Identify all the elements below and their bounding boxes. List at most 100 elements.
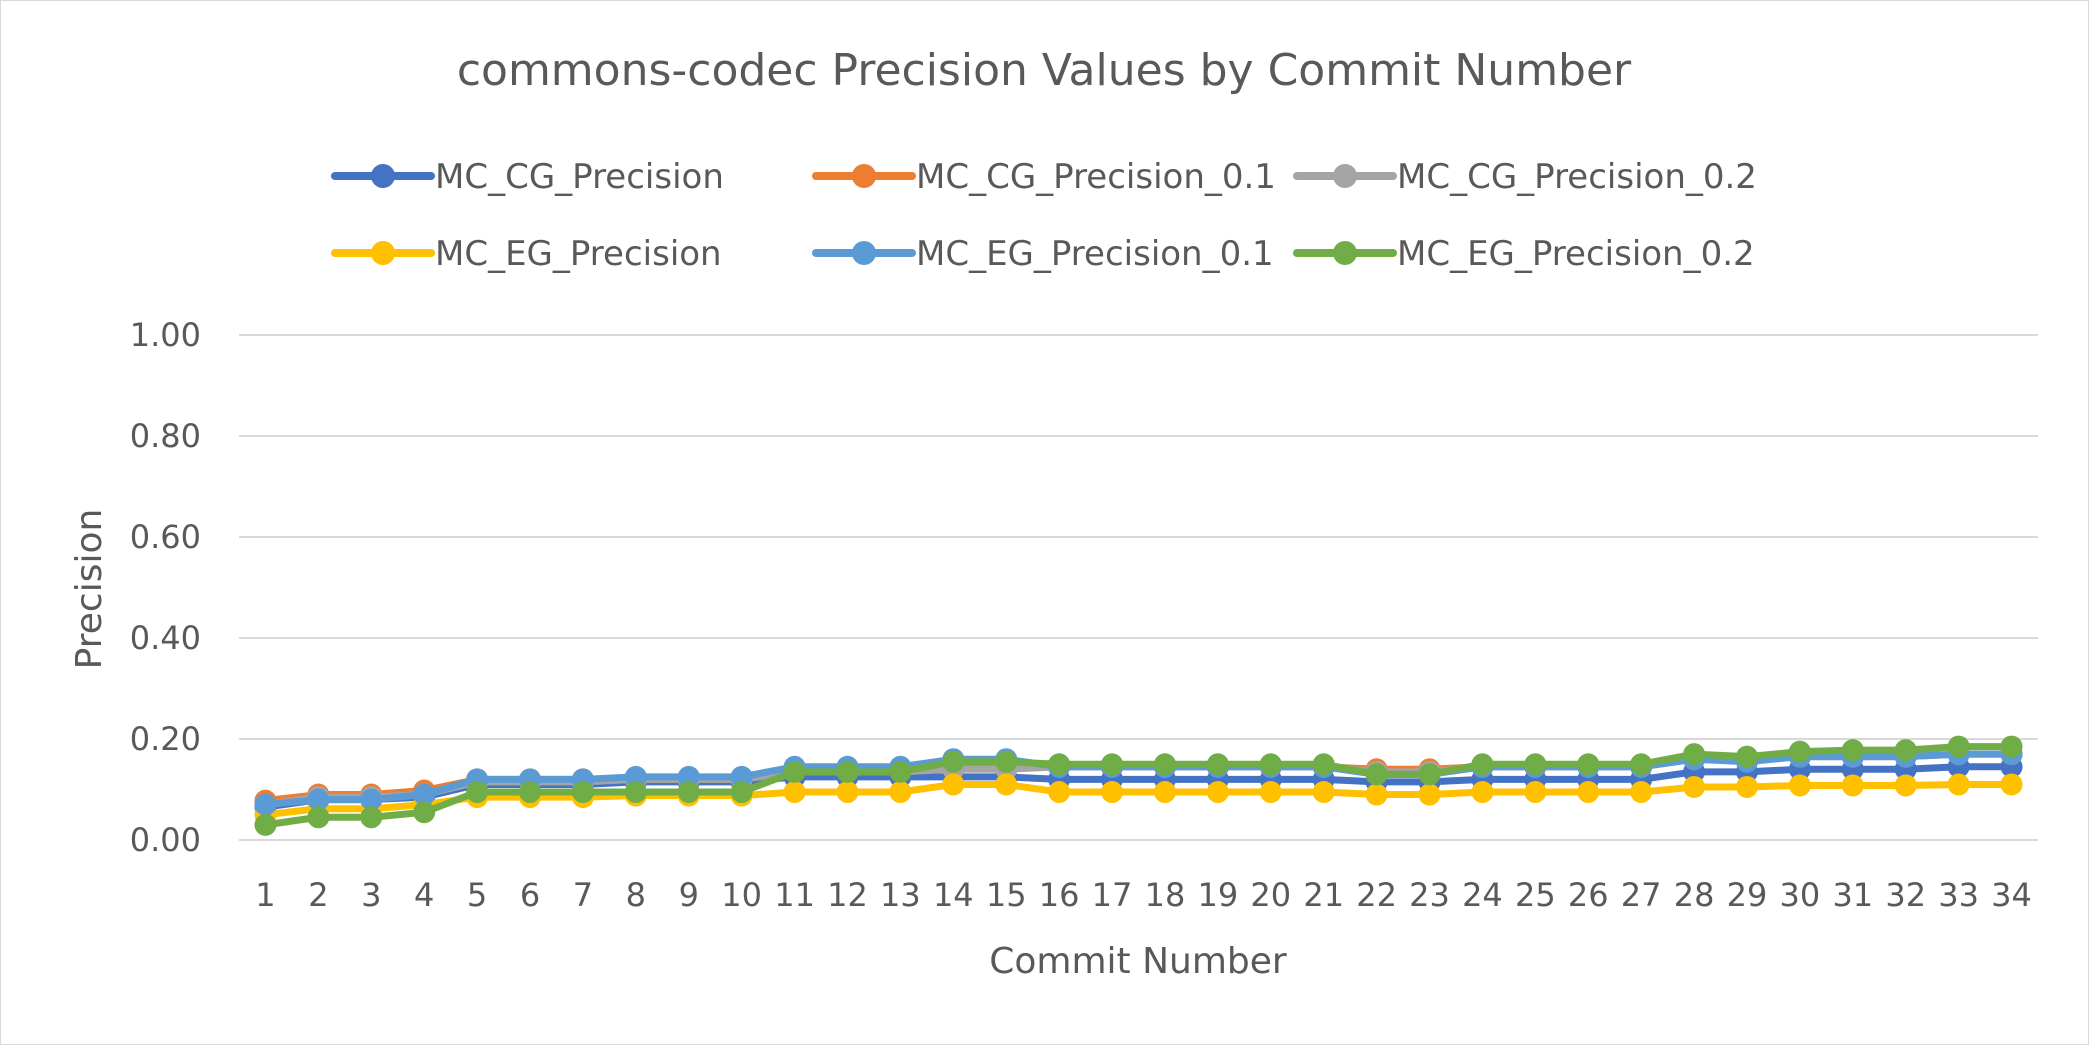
legend-marker: [852, 164, 876, 188]
data-point: [783, 781, 806, 804]
data-point: [730, 781, 753, 804]
data-point: [466, 781, 489, 804]
data-point: [307, 788, 330, 811]
x-axis-ticks: 1 2 3 4 5 6 7 8 9 10 11 12 13 14 15 16 17 18 19 20 21 22 23 24 2…: [255, 876, 2032, 914]
data-point: [677, 781, 700, 804]
data-point: [1788, 774, 1811, 797]
x-tick-label: 5: [467, 876, 487, 914]
data-point: [1630, 753, 1653, 776]
y-tick-label: 0.00: [130, 821, 201, 859]
x-tick-label: 4: [414, 876, 434, 914]
data-point: [1788, 740, 1811, 763]
data-point: [254, 813, 277, 836]
legend-marker: [1333, 164, 1357, 188]
legend-item: MC_EG_Precision: [331, 234, 722, 274]
x-tick-label: 19: [1198, 876, 1239, 914]
x-tick-label: 12: [827, 876, 868, 914]
x-tick-label: 24: [1462, 876, 1503, 914]
data-point: [1259, 781, 1282, 804]
data-point: [1048, 753, 1071, 776]
data-point: [1524, 753, 1547, 776]
legend-label: MC_CG_Precision: [435, 157, 724, 197]
legend: MC_CG_Precision MC_CG_Precision_0.1 MC_CG_…: [331, 157, 1757, 274]
x-tick-label: 15: [986, 876, 1027, 914]
data-point: [942, 750, 965, 773]
data-point: [2000, 773, 2023, 796]
gridlines: [239, 334, 2038, 841]
data-point: [413, 801, 436, 824]
x-tick-label: 11: [774, 876, 815, 914]
data-point: [1683, 775, 1706, 798]
x-axis-title: Commit Number: [989, 941, 1287, 982]
data-point: [307, 806, 330, 829]
data-point: [571, 781, 594, 804]
y-tick-label: 0.20: [130, 720, 201, 758]
data-point: [942, 773, 965, 796]
data-point: [1841, 774, 1864, 797]
data-point: [1524, 781, 1547, 804]
y-axis-ticks: 0.00 0.20 0.40 0.60 0.80 1.00: [130, 316, 201, 859]
data-point: [1206, 781, 1229, 804]
data-point: [519, 781, 542, 804]
data-point: [1365, 783, 1388, 806]
y-tick-label: 0.60: [130, 518, 201, 556]
y-tick-label: 0.80: [130, 417, 201, 455]
legend-item: MC_CG_Precision: [331, 157, 724, 197]
data-point: [2000, 735, 2023, 758]
data-point: [1841, 739, 1864, 762]
x-tick-label: 10: [721, 876, 762, 914]
data-point: [1735, 745, 1758, 768]
y-tick-label: 0.40: [130, 619, 201, 657]
x-tick-label: 29: [1727, 876, 1768, 914]
x-tick-label: 26: [1568, 876, 1609, 914]
x-tick-label: 32: [1885, 876, 1926, 914]
y-tick-label: 1.00: [130, 316, 201, 354]
series-MC_EG_Precision_0.2: [254, 735, 2023, 836]
data-point: [1894, 774, 1917, 797]
data-point: [1577, 753, 1600, 776]
data-point: [360, 806, 383, 829]
x-tick-label: 9: [679, 876, 699, 914]
x-tick-label: 34: [1991, 876, 2032, 914]
data-point: [889, 781, 912, 804]
data-point: [889, 760, 912, 783]
x-tick-label: 21: [1303, 876, 1344, 914]
x-tick-label: 6: [520, 876, 540, 914]
series-line: [261, 743, 2016, 829]
data-point: [1947, 735, 1970, 758]
x-tick-label: 8: [626, 876, 646, 914]
data-point: [1153, 753, 1176, 776]
data-point: [1312, 781, 1335, 804]
legend-item: MC_CG_Precision_0.1: [812, 157, 1276, 197]
legend-item: MC_CG_Precision_0.2: [1293, 157, 1757, 197]
data-point: [1471, 753, 1494, 776]
data-point: [1947, 773, 1970, 796]
data-point: [1259, 753, 1282, 776]
data-point: [1683, 743, 1706, 766]
x-tick-label: 18: [1145, 876, 1186, 914]
y-axis-title: Precision: [69, 509, 110, 670]
x-tick-label: 16: [1039, 876, 1080, 914]
legend-item: MC_EG_Precision_0.1: [812, 234, 1274, 274]
x-tick-label: 30: [1780, 876, 1821, 914]
x-tick-label: 25: [1515, 876, 1556, 914]
legend-label: MC_CG_Precision_0.1: [916, 157, 1276, 197]
legend-label: MC_CG_Precision_0.2: [1397, 157, 1757, 197]
legend-label: MC_EG_Precision: [435, 234, 722, 274]
data-point: [677, 765, 700, 788]
data-point: [995, 750, 1018, 773]
legend-marker: [371, 241, 395, 265]
data-point: [1418, 783, 1441, 806]
data-point: [413, 783, 436, 806]
x-tick-label: 14: [933, 876, 974, 914]
data-point: [783, 760, 806, 783]
x-tick-label: 1: [255, 876, 275, 914]
x-tick-label: 28: [1674, 876, 1715, 914]
data-point: [1418, 763, 1441, 786]
data-point: [254, 793, 277, 816]
series-layer: [254, 735, 2023, 836]
x-tick-label: 33: [1938, 876, 1979, 914]
data-point: [730, 765, 753, 788]
data-point: [836, 760, 859, 783]
